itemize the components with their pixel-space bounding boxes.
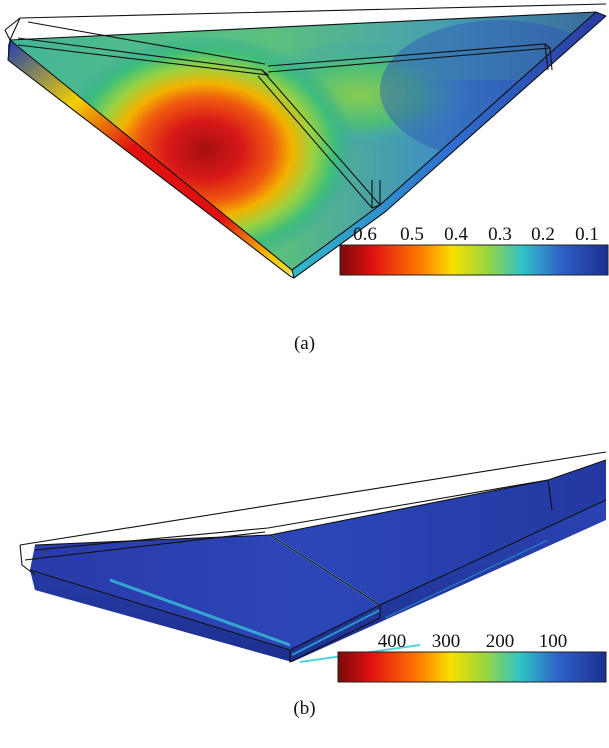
panel-b-tick-3: 100 <box>539 631 568 652</box>
panel-b-plot: 400 300 200 100 <box>19 451 607 683</box>
panel-a-hotspot <box>55 35 355 265</box>
panel-b-front-face <box>30 500 606 662</box>
panel-b-tick-0: 400 <box>378 631 407 652</box>
panel-a-tick-0: 0.6 <box>353 224 377 245</box>
panel-a-tick-3: 0.3 <box>488 224 512 245</box>
panel-b-tick-2: 200 <box>486 631 515 652</box>
panel-b: 400 300 200 100 <box>0 440 609 690</box>
panel-a-colorbar: 0.6 0.5 0.4 0.3 0.2 0.1 <box>339 224 609 276</box>
panel-a-tick-4: 0.2 <box>531 224 555 245</box>
panel-b-caption: (b) <box>293 698 316 719</box>
panel-a-side-face <box>8 40 292 276</box>
panel-b-tick-1: 300 <box>432 631 461 652</box>
panel-a-caption: (a) <box>293 333 316 354</box>
panel-a-front-face <box>292 12 606 278</box>
panel-b-colorbar: 400 300 200 100 <box>337 631 607 683</box>
panel-a-plot: 0.6 0.5 0.4 0.3 0.2 0.1 <box>4 3 609 279</box>
panel-a-wireframe <box>4 3 607 279</box>
panel-a-tick-5: 0.1 <box>575 224 599 245</box>
panel-a: 0.6 0.5 0.4 0.3 0.2 0.1 <box>0 0 609 290</box>
panel-a-tick-2: 0.4 <box>444 224 468 245</box>
panel-b-colorbar-bar <box>337 651 607 683</box>
panel-a-colorbar-bar <box>339 244 609 276</box>
panel-b-wireframe <box>19 451 607 663</box>
panel-a-tick-1: 0.5 <box>400 224 424 245</box>
